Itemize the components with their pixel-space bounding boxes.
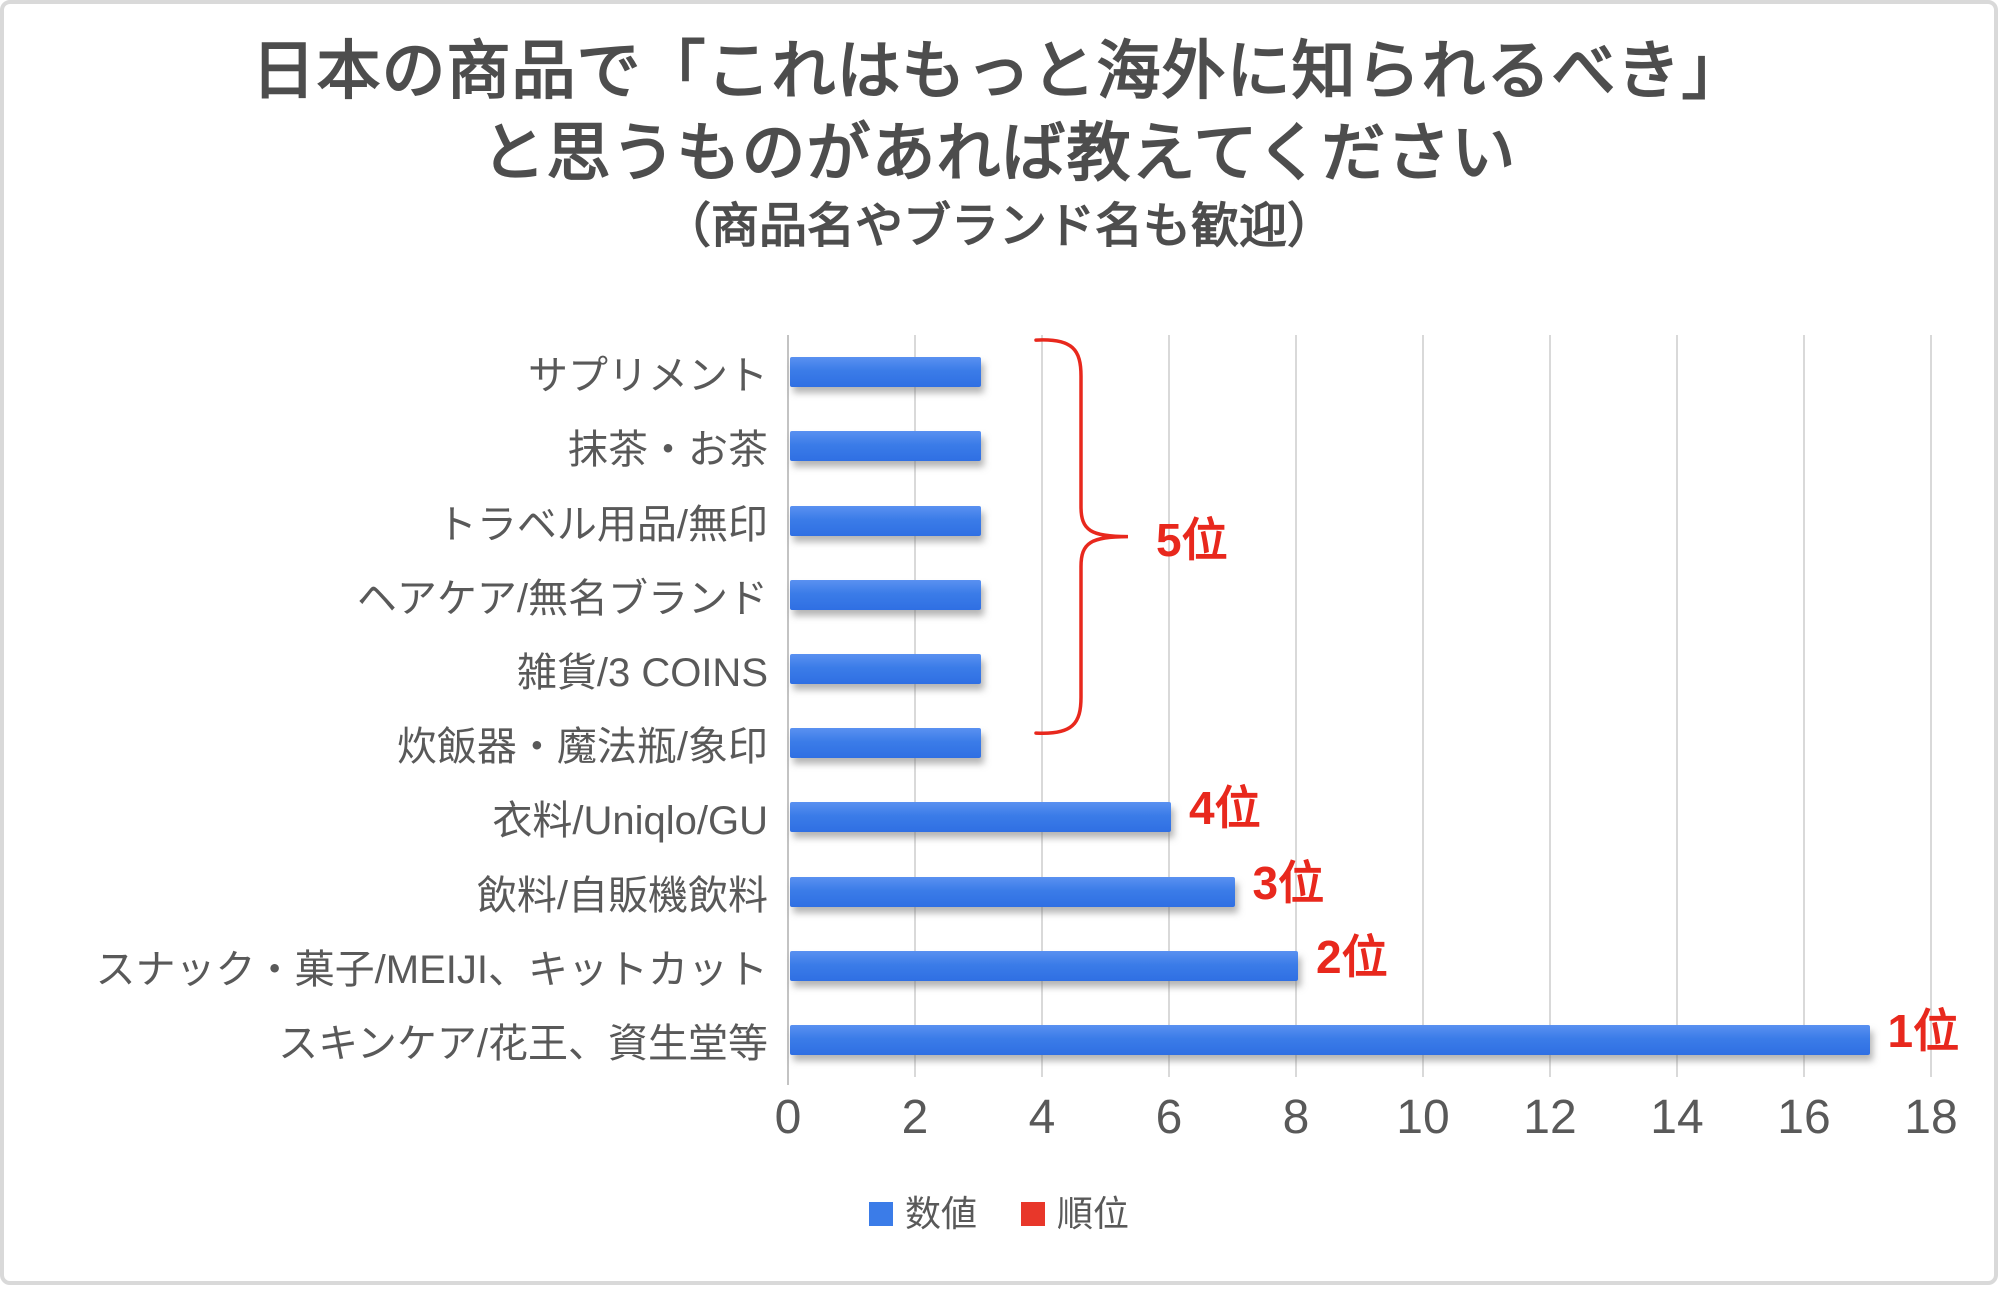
value-bar	[790, 505, 981, 536]
x-tick-label: 2	[901, 1091, 929, 1144]
x-tick-label: 8	[1282, 1091, 1310, 1144]
value-bar	[790, 1024, 1870, 1055]
category-label: 雑貨/3 COINS	[516, 650, 768, 695]
x-tick-label: 12	[1523, 1091, 1577, 1144]
value-bar	[790, 802, 1171, 833]
gridline	[914, 335, 916, 1077]
gridline	[1168, 335, 1170, 1077]
bracket-brace-path	[1034, 338, 1129, 735]
chart-title-line-1: 日本の商品で「これはもっと海外に知られるべき」	[251, 35, 1747, 107]
category-label: 炊飯器・魔法瓶/象印	[396, 725, 768, 770]
gridline	[1676, 335, 1678, 1077]
value-bar	[790, 876, 1235, 907]
value-bar	[790, 431, 981, 462]
gridline	[1549, 335, 1551, 1077]
rank-annotation: 2位	[1316, 930, 1388, 983]
axis-zero-line	[787, 335, 789, 1085]
x-tick-label: 14	[1650, 1091, 1704, 1144]
value-bar	[790, 579, 981, 610]
legend-label-value: 数値	[904, 1193, 977, 1234]
category-label: 抹茶・お茶	[568, 428, 768, 473]
legend-item-rank: 順位	[1021, 1196, 1129, 1232]
x-tick-label: 18	[1904, 1091, 1958, 1144]
legend-swatch-blue	[868, 1202, 893, 1226]
category-label: トラベル用品/無印	[436, 502, 768, 547]
rank-annotation: 4位	[1189, 782, 1261, 835]
x-tick-label: 6	[1155, 1091, 1183, 1144]
category-label: 衣料/Uniqlo/GU	[492, 799, 768, 844]
rank-annotation: 3位	[1252, 856, 1325, 909]
category-label: スナック・菓子/MEIJI、キットカット	[95, 947, 768, 992]
legend-label-rank: 順位	[1057, 1193, 1130, 1234]
x-tick-label: 16	[1777, 1091, 1831, 1144]
chart-title-line-2: と思うものがあれば教えてください	[481, 117, 1517, 189]
chart-title: 日本の商品で「これはもっと海外に知られるべき」 と思うものがあれば教えてください…	[4, 30, 1994, 258]
category-label: サプリメント	[528, 354, 768, 399]
x-tick-label: 10	[1396, 1091, 1450, 1144]
plot-area: 0 2 4 6 8 10 12 14 16 18 サプリメント抹茶・お茶トラベル用品/無印ヘアケア/…	[4, 4, 1998, 1289]
rank-annotation: 5位	[1156, 513, 1228, 566]
rank-annotation: 1位	[1887, 1004, 1960, 1057]
category-label: ヘアケア/無名ブランド	[356, 576, 768, 621]
value-bar	[790, 653, 981, 684]
chart-subtitle: （商品名やブランド名も歓迎）	[662, 200, 1335, 253]
value-bar	[790, 357, 981, 388]
gridline	[1930, 335, 1932, 1077]
legend-item-value: 数値	[868, 1193, 977, 1234]
gridline	[1422, 335, 1424, 1077]
gridline	[1803, 335, 1805, 1077]
legend-swatch-red	[1021, 1202, 1045, 1226]
x-tick-label: 0	[774, 1091, 802, 1144]
gridline	[1295, 335, 1297, 1077]
value-bar	[790, 950, 1298, 981]
category-label: 飲料/自販機飲料	[476, 873, 768, 918]
x-tick-label: 4	[1028, 1091, 1056, 1144]
value-bar	[790, 728, 981, 759]
category-label: スキンケア/花王、資生堂等	[278, 1021, 768, 1066]
legend: 数値 順位	[4, 1196, 1994, 1232]
